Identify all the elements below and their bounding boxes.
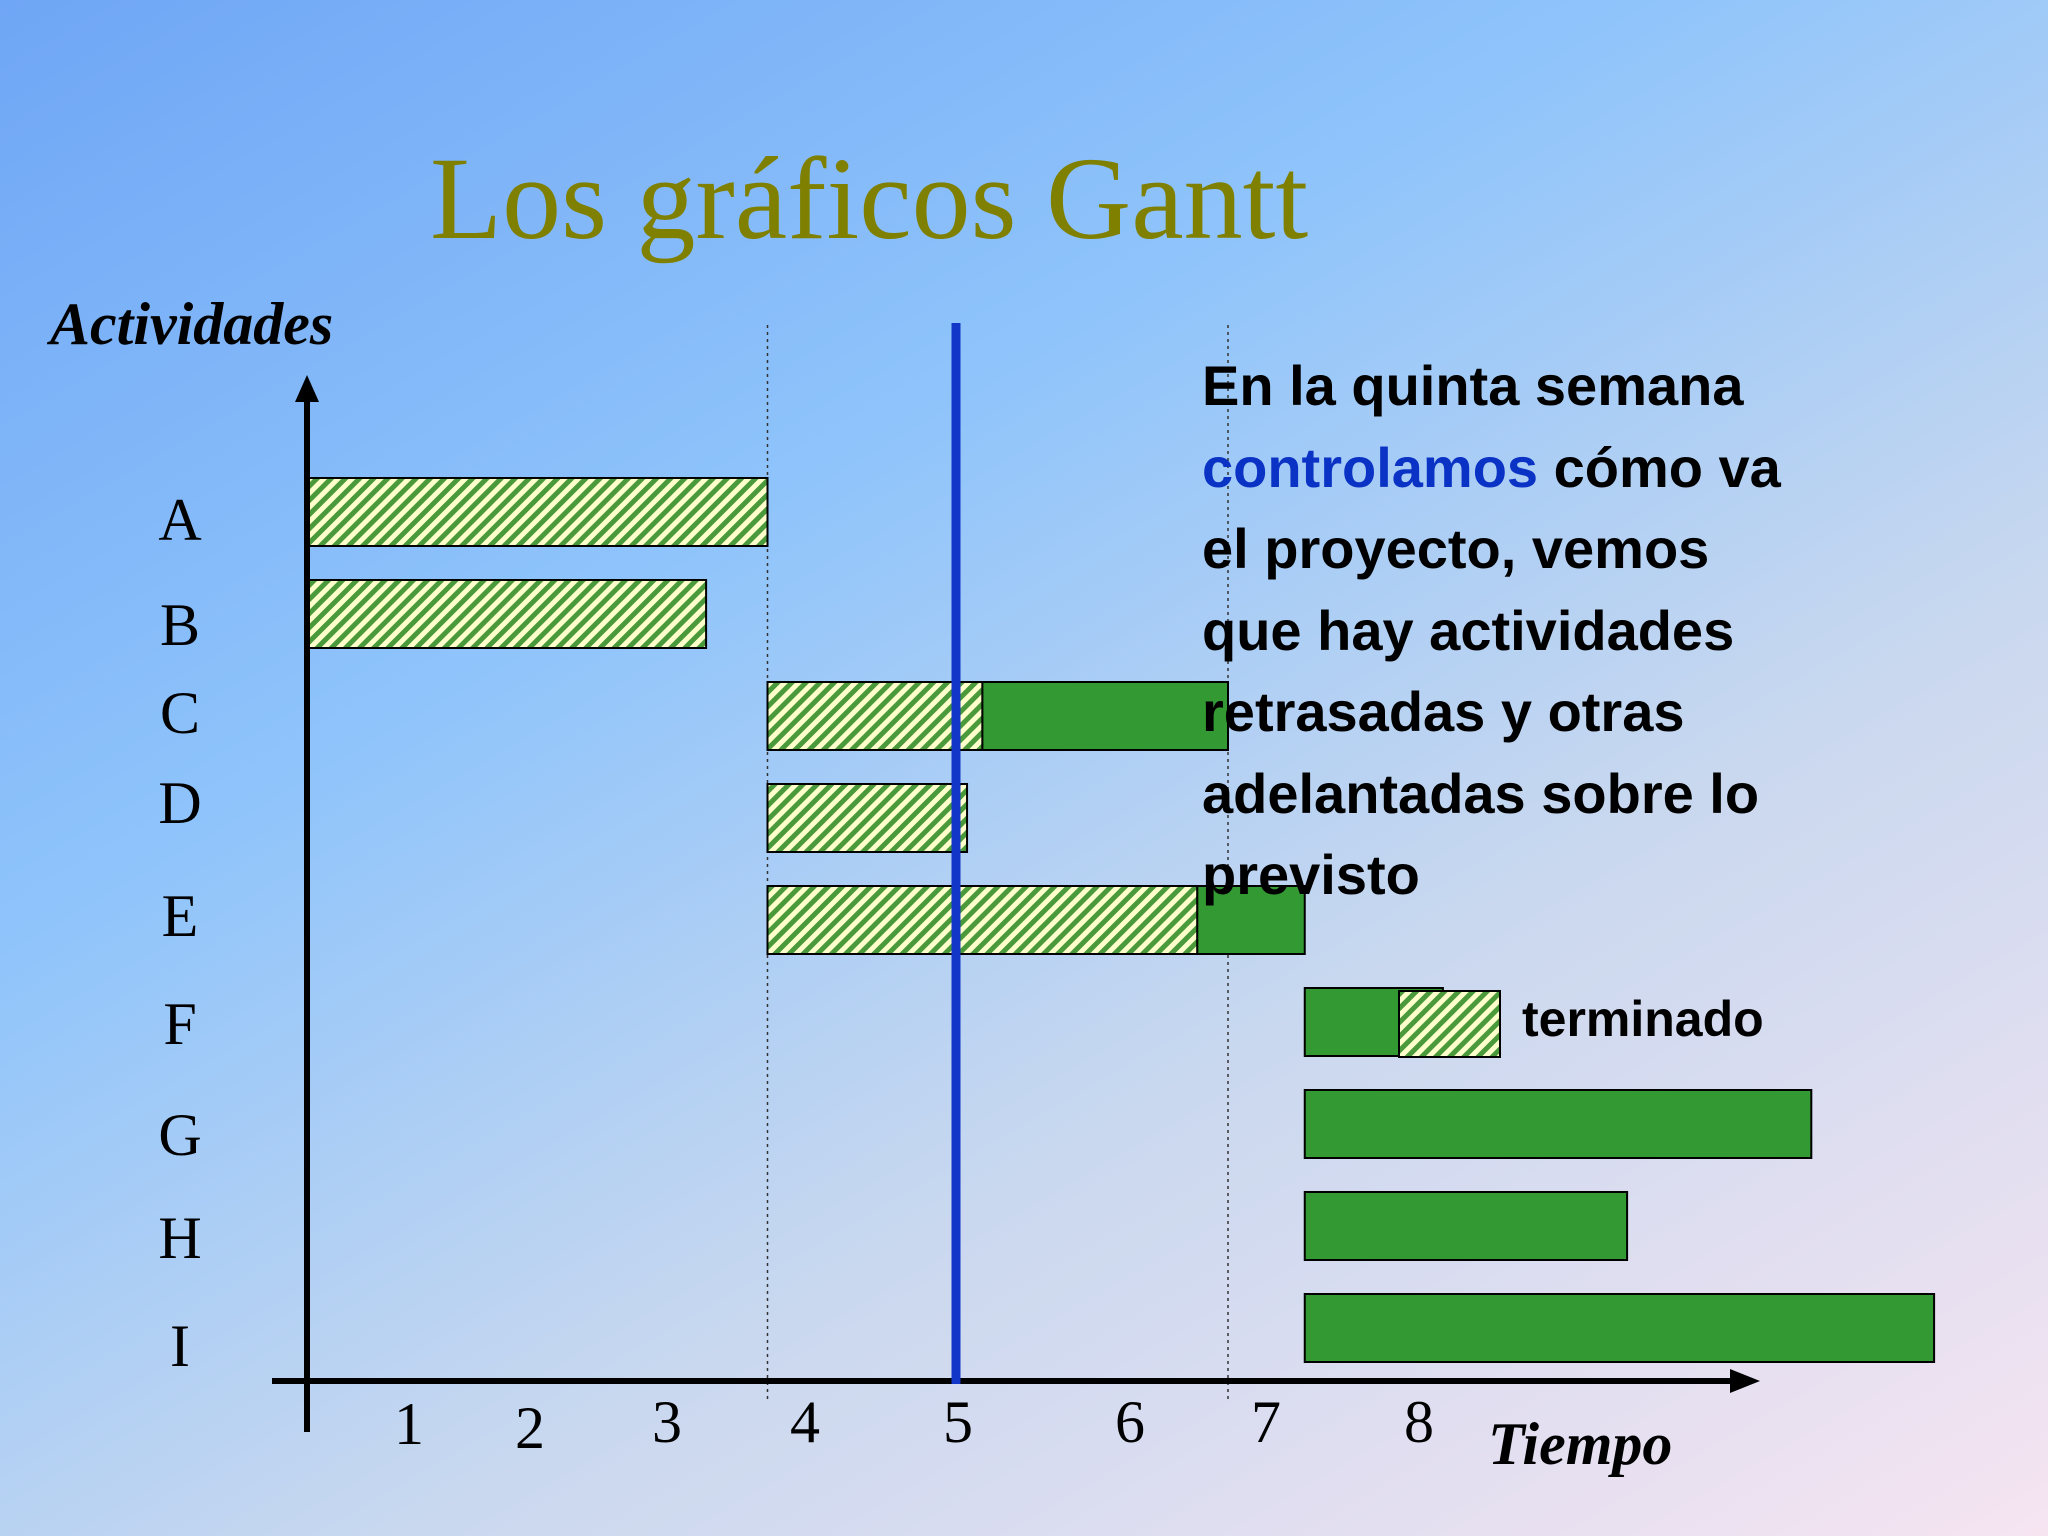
note-text: En la quinta semana controlamos cómo va … <box>1202 345 1822 916</box>
x-tick-label: 1 <box>394 1391 424 1457</box>
x-tick-label: 2 <box>515 1395 545 1461</box>
bar-pending-segment <box>981 681 1230 751</box>
x-tick-label: 5 <box>943 1389 973 1455</box>
bar-pending-segment <box>1303 1191 1629 1261</box>
activity-label-g: G <box>158 1102 201 1168</box>
task-bar-b <box>306 579 708 649</box>
task-bar-e <box>766 885 1306 955</box>
activity-label-h: H <box>158 1205 201 1271</box>
note-part1: En la quinta semana <box>1202 354 1744 417</box>
slide-title: Los gráficos Gantt <box>430 133 1309 264</box>
bar-pending-segment <box>1303 1293 1936 1363</box>
task-bar-i <box>1303 1293 1936 1363</box>
x-axis-arrow <box>1730 1369 1760 1393</box>
y-axis-label: Actividades <box>50 291 334 357</box>
activity-label-b: B <box>160 592 200 658</box>
task-bar-d <box>766 783 969 853</box>
activity-label-a: A <box>158 487 201 553</box>
task-bar-g <box>1303 1089 1813 1159</box>
activity-label-i: I <box>170 1313 190 1379</box>
note-highlight: controlamos <box>1202 435 1539 499</box>
bar-pending-segment <box>1196 885 1306 955</box>
bar-pending-segment <box>1303 1089 1813 1159</box>
bar-completed-segment <box>306 579 708 649</box>
bar-completed-segment <box>766 885 1199 955</box>
task-bar-h <box>1303 1191 1629 1261</box>
activity-label-f: F <box>163 991 196 1057</box>
x-tick-label: 8 <box>1404 1389 1434 1455</box>
legend-swatch-completed <box>1398 990 1501 1058</box>
x-axis-label: Tiempo <box>1488 1411 1673 1477</box>
task-bar-a <box>306 477 769 547</box>
bar-completed-segment <box>306 477 769 547</box>
task-bar-c <box>766 681 1230 751</box>
x-tick-label: 6 <box>1115 1389 1145 1455</box>
legend-label-completed: terminado <box>1522 991 1764 1047</box>
y-axis-arrow <box>295 375 319 402</box>
x-tick-label: 4 <box>790 1389 820 1455</box>
bar-completed-segment <box>766 681 984 751</box>
x-tick-label: 3 <box>652 1389 682 1455</box>
bar-completed-segment <box>766 783 969 853</box>
note-part2: cómo va el proyecto, vemos que hay activ… <box>1202 435 1781 907</box>
activity-label-d: D <box>158 770 201 836</box>
activity-label-e: E <box>162 883 199 949</box>
x-tick-label: 7 <box>1251 1389 1281 1455</box>
activity-label-c: C <box>160 680 200 746</box>
